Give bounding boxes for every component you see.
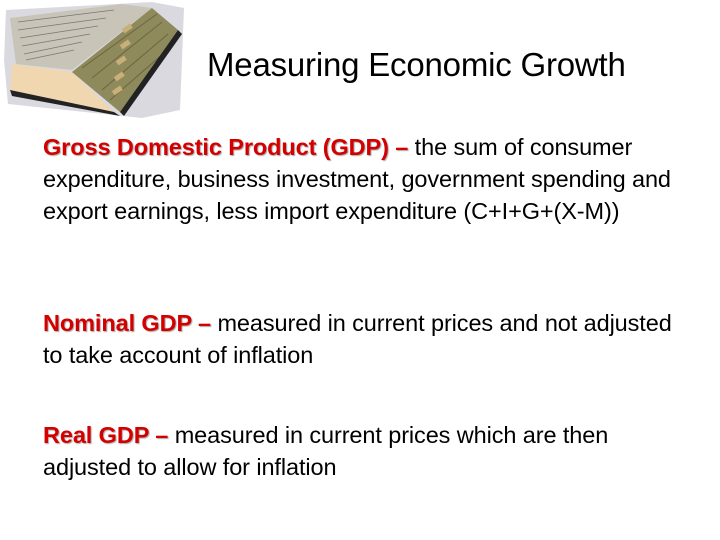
definition-nominal-gdp: Nominal GDP – measured in current prices… xyxy=(43,307,693,371)
definition-text: measured in current prices which are the… xyxy=(43,422,609,480)
definition-term: Real GDP – xyxy=(43,422,169,448)
definition-term: Gross Domestic Product (GDP) – xyxy=(43,134,409,160)
definition-term: Nominal GDP – xyxy=(43,310,212,336)
book-image xyxy=(2,0,184,120)
definition-text: the sum of consumer expenditure, busines… xyxy=(43,134,671,224)
definition-text: measured in current prices and not adjus… xyxy=(43,310,672,368)
slide-title: Measuring Economic Growth xyxy=(207,46,626,83)
definition-gdp: Gross Domestic Product (GDP) – the sum o… xyxy=(43,131,693,227)
definition-real-gdp: Real GDP – measured in current prices wh… xyxy=(43,419,693,483)
